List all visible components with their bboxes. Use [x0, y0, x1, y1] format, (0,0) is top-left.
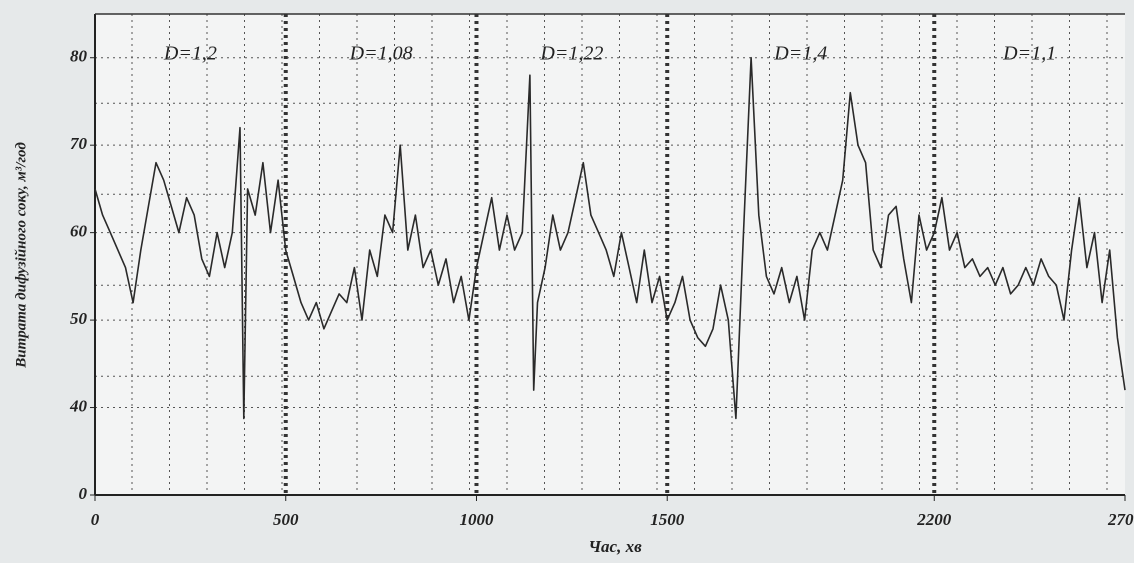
region-label: D=1,22: [539, 43, 603, 65]
x-tick-label: 1000: [459, 510, 494, 529]
x-tick-label: 0: [91, 510, 100, 529]
y-axis-label: Витрата дифузійного соку, м³/год: [13, 142, 29, 369]
x-tick-label: 500: [273, 510, 299, 529]
region-label: D=1,1: [1002, 43, 1056, 65]
y-tick-label: 60: [70, 222, 88, 241]
region-label: D=1,08: [349, 43, 413, 65]
y-tick-label: 0: [79, 484, 88, 503]
x-axis-label: Час, хв: [588, 537, 642, 556]
y-tick-label: 70: [70, 134, 88, 153]
x-tick-label: 2700: [1107, 510, 1134, 529]
y-tick-label: 80: [70, 47, 88, 66]
x-tick-label: 2200: [916, 510, 952, 529]
y-tick-label: 40: [69, 396, 88, 415]
data-line: [94, 56, 1126, 420]
plot-area: [95, 14, 1125, 495]
y-tick-label: 50: [70, 309, 88, 328]
x-tick-label: 1500: [650, 510, 685, 529]
region-label: D=1,2: [163, 43, 217, 65]
region-label: D=1,4: [773, 43, 827, 65]
